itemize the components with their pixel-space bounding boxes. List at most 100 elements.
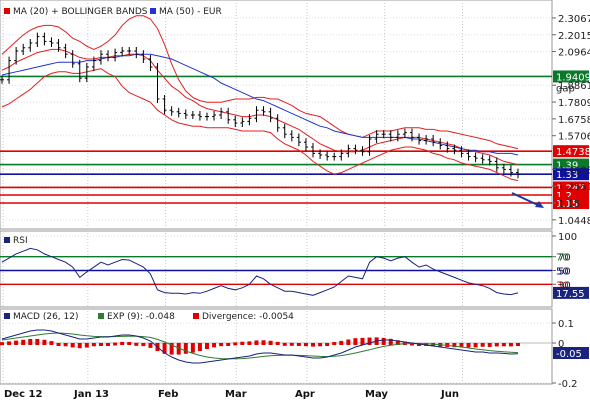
macd-divergence-bar-46	[325, 343, 330, 346]
rsi-level-tag-2: 30	[556, 280, 569, 291]
rsi-level-tag-0: 70	[556, 253, 569, 264]
macd-divergence-bar-38	[268, 340, 273, 345]
legend-swatch-exp	[98, 313, 104, 319]
price-level-tag-2-bg	[553, 158, 589, 171]
macd-divergence-bar-25	[176, 343, 181, 355]
macd-tick-label-1: 0	[558, 339, 564, 350]
macd-divergence-bar-29	[204, 343, 209, 349]
price-tick-label-10: 1.0448	[558, 216, 590, 227]
macd-divergence-bar-47	[332, 342, 337, 346]
macd-current-tag-label: -0.05	[556, 349, 582, 360]
macd-divergence-bar-36	[254, 340, 259, 345]
macd-divergence-bar-55	[388, 338, 393, 345]
rsi-tick-label-0: 100	[558, 232, 577, 243]
series-ma20	[1, 48, 519, 166]
price-level-tag-1-bg	[553, 145, 589, 158]
macd-divergence-bar-12	[84, 343, 89, 348]
macd-divergence-bar-57	[402, 341, 407, 345]
macd-divergence-bar-67	[473, 343, 478, 348]
macd-divergence-bar-64	[452, 343, 457, 348]
series-rsi	[1, 247, 519, 296]
series-macd	[1, 329, 519, 364]
macd-divergence-bar-43	[303, 343, 308, 347]
legend-label-ma20: MA (20) + BOLLINGER BANDS	[13, 7, 148, 17]
price-tick-label-6: 1.5706	[558, 132, 590, 143]
macd-divergence-bar-32	[226, 343, 231, 346]
x-tick-feb: Feb	[158, 389, 178, 400]
price-tick-label-7: 1.3603	[558, 165, 590, 176]
price-level-tag-6-bg	[553, 197, 589, 209]
macd-divergence-bar-31	[219, 343, 224, 347]
macd-tick-label-0: 0.1	[558, 319, 574, 330]
price-level-sublabel-0: gap	[556, 83, 575, 94]
rsi-tick-label-3: 30	[558, 280, 571, 291]
x-axis-labels: Dec 12 Jan 13 Feb Mar Apr May Jun	[4, 389, 459, 400]
macd-divergence-bar-19	[134, 342, 139, 346]
macd-divergence-bar-69	[487, 343, 492, 347]
series-lines	[0, 15, 520, 364]
rsi-level-tag-1: 50	[556, 267, 569, 278]
price-tick-label-5: 1.6758	[558, 115, 590, 126]
legend-swatch-macd	[4, 313, 10, 319]
rsi-current-tag-bg	[553, 286, 589, 299]
price-tick-label-4: 1.7809	[558, 98, 590, 109]
rsi-current-tag-label: 17.55	[556, 289, 585, 300]
price-panel-frame	[0, 0, 553, 230]
macd-divergence-bar-65	[459, 343, 464, 348]
x-tick-may: May	[365, 389, 388, 400]
x-tick-dec12: Dec 12	[4, 389, 42, 400]
macd-divergence-bar-41	[289, 342, 294, 346]
rsi-panel-frame	[0, 230, 553, 308]
price-level-tag-0-label: 1.9409	[556, 72, 590, 83]
macd-divergence-bar-35	[247, 341, 252, 345]
x-tick-mar: Mar	[225, 389, 247, 400]
macd-divergence-bar-40	[282, 342, 287, 346]
price-level-tag-0-bg	[553, 70, 589, 83]
macd-divergence-bar-49	[346, 339, 351, 345]
macd-divergence-bar-4	[28, 339, 33, 345]
macd-divergence-bar-16	[113, 342, 118, 346]
price-tick-label-1: 2.2015	[558, 31, 590, 42]
macd-tick-label-2: -0.2	[558, 379, 578, 390]
macd-divergence-bar-66	[466, 343, 471, 348]
macd-divergence-bar-52	[367, 337, 372, 345]
macd-divergence-bar-2	[14, 340, 19, 345]
macd-divergence-bar-14	[98, 343, 103, 346]
price-tick-label-3: 1.8861	[558, 81, 590, 92]
macd-divergence-bar-39	[275, 341, 280, 345]
macd-divergence-bar-37	[261, 340, 266, 345]
price-level-tag-3-bg	[553, 168, 589, 181]
price-tick-label-9: 1.15	[558, 199, 580, 210]
macd-divergence-bar-26	[183, 343, 188, 354]
rsi-tick-label-1: 70	[558, 253, 571, 264]
macd-divergence-bar-51	[360, 337, 365, 345]
macd-divergence-bar-8	[56, 343, 61, 346]
price-tick-label-8: 1.2551	[558, 182, 590, 193]
macd-divergence-bar-33	[233, 342, 238, 346]
price-level-tag-2-label: 1.39	[556, 161, 578, 172]
legend-swatch-rsi	[4, 237, 10, 243]
macd-divergence-bar-42	[296, 343, 301, 346]
price-tick-label-2: 2.0964	[558, 48, 590, 59]
price-level-tag-5-label: 1.2	[556, 191, 572, 202]
macd-divergence-bar-28	[197, 343, 202, 352]
macd-divergence-bar-10	[70, 343, 75, 348]
macd-divergence-bar-7	[49, 341, 54, 345]
series-bb-lower	[1, 68, 519, 182]
price-level-tag-4-label: 1.247	[556, 183, 585, 194]
macd-divergence-bar-17	[120, 341, 125, 345]
macd-divergence-bar-3	[21, 339, 26, 345]
legend-label-rsi: RSI	[13, 236, 28, 246]
macd-divergence-bar-24	[169, 343, 174, 355]
macd-divergence-bar-56	[395, 340, 400, 345]
legend-swatch-ma20	[4, 8, 10, 14]
macd-divergence-bar-23	[162, 343, 167, 354]
x-tick-jun: Jun	[440, 389, 459, 400]
macd-divergence-bar-27	[190, 343, 195, 353]
macd-divergence-bar-72	[508, 343, 513, 347]
legend-swatch-divergence	[193, 313, 199, 319]
macd-divergence-bar-9	[63, 343, 68, 347]
x-tick-jan13: Jan 13	[73, 389, 109, 400]
